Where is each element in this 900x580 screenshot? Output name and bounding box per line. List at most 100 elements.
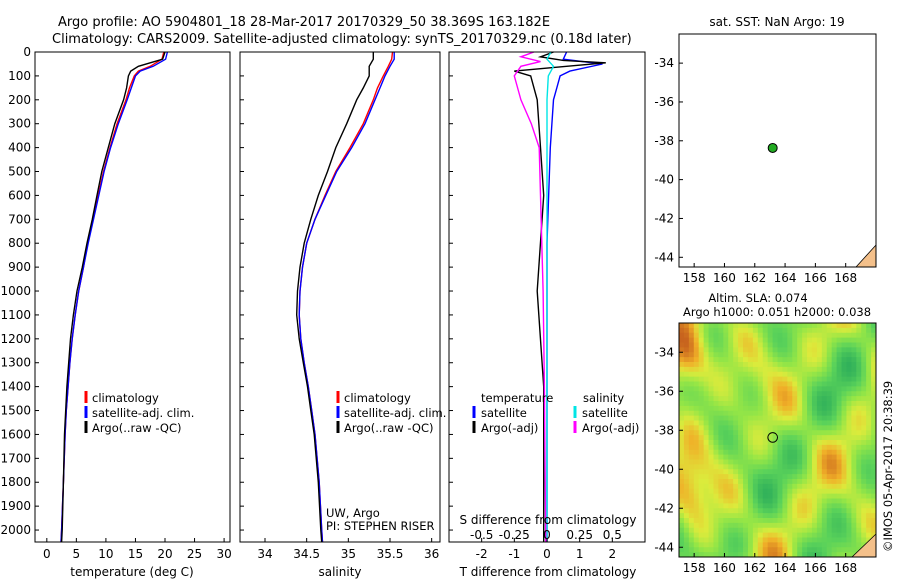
- sla-cell: [752, 342, 759, 348]
- sla-cell: [733, 444, 739, 451]
- sla-cell: [772, 537, 778, 543]
- sla-cell: [811, 532, 818, 538]
- sla-cell: [703, 454, 709, 460]
- sla-cell: [821, 430, 828, 436]
- sla-cell: [836, 405, 842, 412]
- sla-cell: [846, 474, 852, 480]
- sla-cell: [703, 357, 709, 363]
- sst-map-xtick-label: 168: [834, 271, 857, 285]
- sla-cell: [861, 357, 867, 363]
- sla-cell: [792, 469, 798, 475]
- sla-cell: [802, 420, 808, 426]
- sla-cell: [713, 371, 719, 378]
- sla-cell: [693, 381, 700, 387]
- sla-cell: [728, 483, 734, 490]
- sla-cell: [856, 508, 862, 514]
- sla-cell: [831, 415, 837, 421]
- sla-cell: [698, 547, 705, 553]
- sla-cell: [728, 527, 734, 534]
- sla-cell: [718, 405, 724, 412]
- sla-cell: [743, 362, 749, 368]
- sla-cell: [802, 342, 808, 348]
- sla-cell: [679, 396, 685, 402]
- sla-cell: [757, 440, 764, 446]
- sla-cell: [816, 332, 823, 339]
- sla-cell: [802, 376, 808, 382]
- sla-cell: [792, 440, 798, 446]
- sla-cell: [777, 508, 783, 514]
- sla-cell: [777, 454, 783, 460]
- sla-cell: [728, 474, 734, 480]
- sla-cell: [782, 479, 788, 485]
- sla-cell: [831, 391, 837, 397]
- sla-cell: [866, 508, 872, 514]
- sla-cell: [752, 376, 759, 382]
- sla-cell: [703, 537, 709, 543]
- sla-cell: [683, 542, 690, 548]
- sla-cell: [679, 537, 685, 543]
- sla-cell: [738, 518, 744, 524]
- sla-cell: [733, 435, 739, 441]
- sla-cell: [757, 532, 764, 538]
- sla-cell: [718, 410, 724, 417]
- sla-cell: [782, 449, 788, 456]
- sla-cell: [856, 469, 862, 475]
- sla-cell: [856, 449, 862, 456]
- sla-cell: [723, 396, 729, 402]
- sla-cell: [679, 352, 685, 358]
- sla-cell: [757, 488, 764, 495]
- sla-cell: [703, 376, 709, 382]
- sla-cell: [713, 469, 719, 475]
- sla-cell: [718, 425, 724, 431]
- sla-cell: [693, 362, 700, 368]
- sla-cell: [743, 401, 749, 407]
- sla-cell: [866, 376, 872, 382]
- sla-cell: [762, 420, 769, 426]
- depth-tick-label: 900: [8, 260, 31, 274]
- sla-cell: [787, 542, 793, 548]
- sla-cell: [738, 362, 744, 368]
- sla-cell: [772, 337, 778, 343]
- sla-cell: [728, 420, 734, 426]
- sla-cell: [698, 474, 705, 480]
- sla-map-frame: [678, 322, 877, 558]
- sla-cell: [856, 435, 862, 441]
- sla-cell: [693, 386, 700, 392]
- sla-cell: [807, 376, 813, 382]
- sla-cell: [683, 493, 690, 499]
- sla-cell: [851, 449, 857, 456]
- sla-cell: [861, 352, 867, 358]
- sla-cell: [747, 366, 754, 373]
- sla-cell: [797, 386, 803, 392]
- sla-cell: [831, 464, 837, 470]
- sla-cell: [821, 469, 828, 475]
- sla-cell: [871, 366, 877, 373]
- sla-cell: [841, 371, 847, 378]
- s-difference-tick-label: 0: [543, 528, 551, 542]
- sla-cell: [807, 522, 813, 529]
- sla-cell: [792, 503, 798, 509]
- sla-map-panel: Altim. SLA: 0.074 Argo h1000: 0.051 h200…: [654, 291, 877, 575]
- sla-cell: [772, 444, 778, 451]
- sla-cell: [826, 352, 833, 358]
- sla-cell: [802, 454, 808, 460]
- sla-cell: [733, 401, 739, 407]
- sla-cell: [787, 449, 793, 456]
- sla-cell: [728, 479, 734, 485]
- sla-cell: [856, 391, 862, 397]
- sla-cell: [782, 415, 788, 421]
- sla-cell: [811, 459, 818, 465]
- sla-cell: [782, 454, 788, 460]
- sla-cell: [777, 405, 783, 412]
- sla-cell: [821, 371, 828, 378]
- sla-cell: [811, 420, 818, 426]
- sla-cell: [688, 332, 695, 339]
- sla-cell: [718, 542, 724, 548]
- sla-cell: [703, 425, 709, 431]
- sla-cell: [826, 371, 833, 378]
- sla-cell: [698, 405, 705, 412]
- sla-cell: [772, 454, 778, 460]
- sla-cell: [811, 323, 818, 329]
- depth-tick-label: 100: [8, 69, 31, 83]
- sla-cell: [792, 522, 798, 529]
